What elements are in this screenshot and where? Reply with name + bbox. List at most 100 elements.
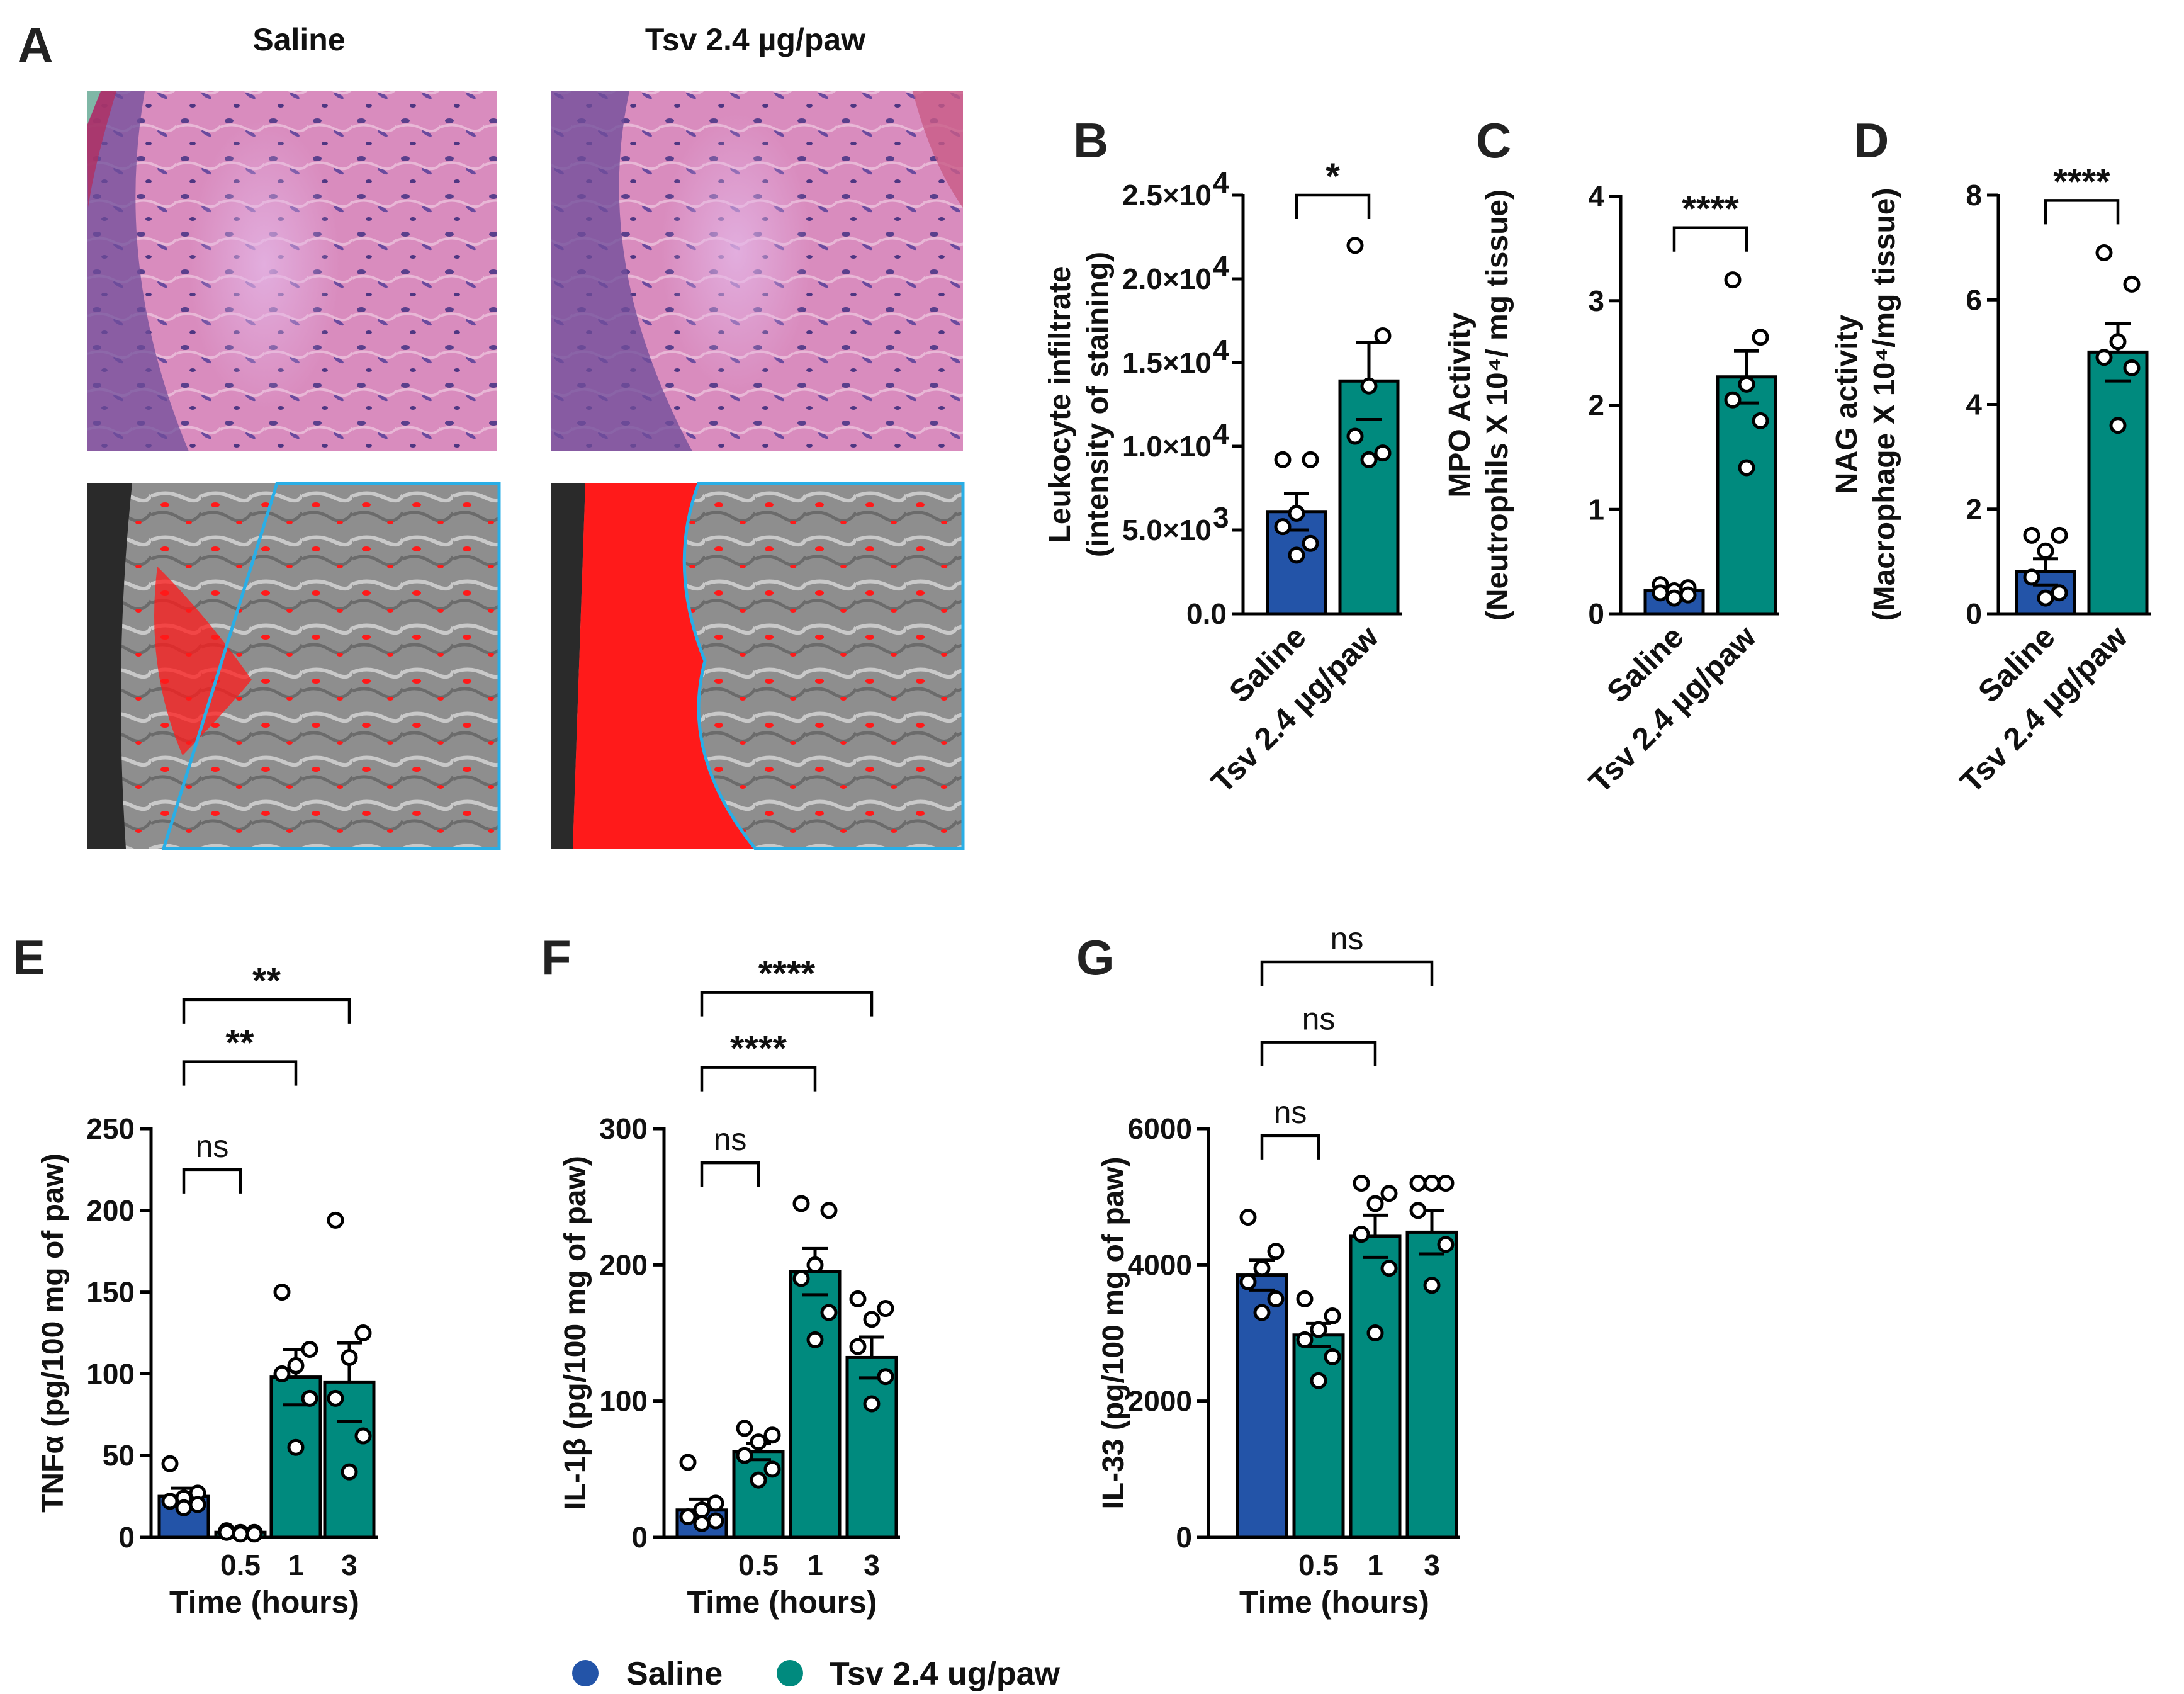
data-point — [863, 1395, 881, 1413]
significance-label: **** — [730, 1029, 787, 1070]
data-point — [750, 1471, 767, 1489]
y-tick-label: 6 — [1966, 283, 1982, 316]
y-tick-label: 150 — [86, 1276, 135, 1309]
data-point — [1288, 546, 1305, 564]
data-point — [736, 1447, 753, 1464]
y-tick-label: 0 — [1966, 597, 1982, 630]
data-point — [763, 1460, 781, 1478]
data-point — [2023, 568, 2040, 586]
data-point — [1409, 1175, 1427, 1192]
col-title-saline: Saline — [252, 22, 345, 57]
data-point — [189, 1496, 206, 1513]
data-point — [1239, 1273, 1257, 1290]
significance-label: ns — [1274, 1095, 1307, 1130]
significance-bracket — [2044, 199, 2120, 225]
significance-bracket — [1260, 1134, 1320, 1160]
data-point — [1353, 1226, 1370, 1243]
bar-tsv — [323, 1380, 376, 1539]
data-point — [1374, 444, 1392, 462]
panel-label-c: C — [1476, 113, 1511, 168]
significance-label: ** — [252, 961, 281, 1002]
data-point — [1380, 1260, 1398, 1277]
y-axis-label: (Macrophage X 10⁴/mg tissue) — [1868, 188, 1901, 621]
x-axis-label: Time (hours) — [1239, 1584, 1429, 1620]
panel-label-b: B — [1073, 113, 1108, 168]
data-point — [273, 1284, 291, 1301]
data-point — [1310, 1372, 1327, 1389]
data-point — [161, 1493, 179, 1510]
y-axis-label: NAG activity — [1830, 314, 1864, 494]
data-point — [1267, 1243, 1285, 1260]
data-point — [1296, 1331, 1314, 1348]
data-point — [707, 1494, 724, 1512]
data-point — [877, 1368, 894, 1386]
bar-tsv — [2087, 350, 2149, 616]
data-point — [1296, 1290, 1314, 1307]
legend-saline-marker — [572, 1660, 599, 1686]
bar-tsv — [1716, 375, 1777, 616]
legend-saline-label: Saline — [626, 1656, 723, 1692]
y-tick-label: 250 — [86, 1112, 135, 1145]
y-tick-label: 0 — [1176, 1521, 1192, 1554]
data-point — [792, 1195, 810, 1212]
y-tick-exponent: 4 — [1213, 334, 1229, 366]
data-point — [1288, 504, 1305, 522]
data-point — [1274, 451, 1292, 468]
data-point — [301, 1389, 318, 1407]
data-point — [175, 1499, 193, 1516]
significance-label: ns — [1302, 1002, 1336, 1037]
data-point — [693, 1515, 711, 1532]
data-point — [327, 1211, 344, 1229]
data-point — [273, 1365, 291, 1382]
category-label: 1 — [1367, 1549, 1383, 1581]
y-axis-label: Leukocyte infiltrate — [1044, 266, 1077, 543]
y-tick-label: 8 — [1966, 179, 1982, 212]
y-tick-label: 200 — [599, 1248, 648, 1281]
data-point — [327, 1389, 344, 1407]
category-label: 3 — [341, 1549, 357, 1581]
y-tick-label: 4000 — [1128, 1248, 1192, 1281]
y-axis-label: MPO Activity — [1443, 312, 1477, 498]
significance-bracket — [1260, 960, 1434, 986]
data-point — [1346, 427, 1364, 445]
y-tick-label: 4 — [1966, 388, 1982, 421]
data-point — [849, 1290, 867, 1307]
bar-saline — [1236, 1273, 1288, 1539]
data-point — [1253, 1304, 1271, 1321]
y-tick-label: 6000 — [1128, 1112, 1192, 1145]
bar-tsv — [1338, 379, 1400, 616]
y-axis-label: IL-1β (pg/100 mg of paw) — [559, 1156, 592, 1510]
significance-label: ns — [196, 1129, 229, 1164]
y-tick-label: 0 — [631, 1521, 648, 1554]
tsv-he-stain — [551, 91, 963, 451]
data-point — [820, 1304, 838, 1321]
category-label: 0.5 — [738, 1549, 779, 1581]
significance-bracket — [182, 1060, 298, 1086]
data-point — [1366, 1195, 1384, 1212]
significance-bracket — [700, 1161, 760, 1187]
significance-label: * — [1326, 156, 1340, 197]
chart-c: C 0 1 2 3 4 MPO Activity (Neutrophils X 10⁴/ mg… — [1443, 113, 1779, 799]
data-point — [1366, 1324, 1384, 1341]
category-label: 1 — [807, 1549, 823, 1581]
data-point — [354, 1324, 372, 1341]
data-point — [1302, 534, 1319, 552]
data-point — [2095, 349, 2113, 366]
data-point — [2095, 244, 2113, 261]
y-tick-label: 5.0×10 — [1122, 514, 1212, 546]
data-point — [354, 1427, 372, 1445]
y-tick-label: 50 — [103, 1439, 135, 1472]
data-point — [161, 1455, 179, 1472]
panel-label-g: G — [1076, 930, 1115, 985]
data-point — [1324, 1307, 1341, 1324]
data-point — [1738, 375, 1755, 393]
panel-label-a: A — [18, 17, 53, 72]
y-tick-label: 100 — [599, 1385, 648, 1418]
y-axis-label: IL-33 (pg/100 mg of paw) — [1097, 1156, 1130, 1509]
x-axis-label: Time (hours) — [169, 1584, 359, 1620]
data-point — [877, 1300, 894, 1318]
data-point — [341, 1463, 358, 1481]
y-tick-label: 0.0 — [1186, 597, 1227, 630]
data-point — [820, 1202, 838, 1219]
